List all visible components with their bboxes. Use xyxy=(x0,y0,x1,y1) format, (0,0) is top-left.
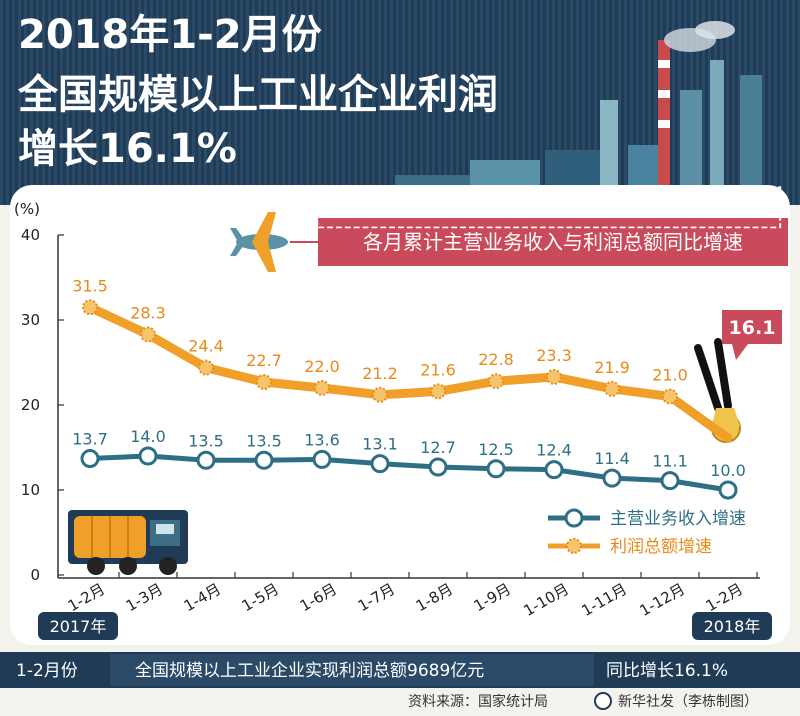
revenue-value-label: 12.7 xyxy=(420,438,456,457)
y-ticks: 0 10 20 30 40 xyxy=(21,226,64,584)
revenue-value-label: 13.5 xyxy=(246,431,282,450)
revenue-value-label: 13.7 xyxy=(72,430,108,449)
profit-value-label: 24.4 xyxy=(188,337,224,356)
profit-value-label: 21.2 xyxy=(362,364,398,383)
profit-value-label: 31.5 xyxy=(72,276,108,295)
value-labels: 13.7 14.0 13.5 13.5 13.6 13.1 12.7 12.5 12.4 11.4… xyxy=(72,276,746,480)
profit-value-label: 23.3 xyxy=(536,346,572,365)
y-tick-label: 30 xyxy=(21,311,40,329)
revenue-point xyxy=(718,480,738,500)
profit-line xyxy=(85,302,733,443)
revenue-point xyxy=(370,454,390,474)
series-revenue xyxy=(80,446,738,500)
source-text: 资料来源：国家统计局 xyxy=(408,693,548,710)
title-line-1: 2018年1-2月份 xyxy=(18,12,322,58)
airplane-icon xyxy=(230,212,318,272)
revenue-value-label: 13.6 xyxy=(304,430,340,449)
revenue-point xyxy=(544,460,564,480)
profit-value-label: 22.0 xyxy=(304,357,340,376)
profit-point xyxy=(430,383,446,400)
profit-point xyxy=(604,380,620,397)
header-title: 2018年1-2月份 全国规模以上工业企业利润 增长16.1% xyxy=(17,12,498,172)
legend-label-profit: 利润总额增速 xyxy=(610,537,712,557)
legend-item-revenue: 主营业务收入增速 xyxy=(548,508,746,529)
revenue-point xyxy=(80,449,100,469)
revenue-point xyxy=(428,457,448,477)
revenue-value-label: 13.5 xyxy=(188,431,224,450)
year-label-2017: 2017年 xyxy=(38,612,118,640)
revenue-point xyxy=(602,468,622,488)
profit-point xyxy=(256,374,272,391)
revenue-point xyxy=(312,449,332,469)
revenue-point xyxy=(660,471,680,491)
profit-point xyxy=(488,373,504,390)
year-label-2018: 2018年 xyxy=(692,612,772,640)
profit-point xyxy=(140,326,156,343)
revenue-point xyxy=(486,459,506,479)
title-line-2: 全国规模以上工业企业利润 xyxy=(17,72,498,118)
xinhua-logo-icon xyxy=(594,692,612,710)
legend-banner: 各月累计主营业务收入与利润总额同比增速 xyxy=(316,186,788,266)
profit-value-label: 22.8 xyxy=(478,350,514,369)
revenue-value-label: 12.4 xyxy=(536,441,572,460)
revenue-value-label: 11.1 xyxy=(652,452,688,471)
revenue-value-label: 11.4 xyxy=(594,449,630,468)
footer-bar: 1-2月份 全国规模以上工业企业实现利润总额9689亿元 同比增长16.1% xyxy=(0,652,800,688)
credit-text: 新华社发（李栋制图） xyxy=(618,693,758,710)
profit-value-label: 21.6 xyxy=(420,360,456,379)
title-line-3: 增长16.1% xyxy=(18,126,237,172)
footer-summary: 全国规模以上工业企业实现利润总额9689亿元 xyxy=(135,661,484,681)
revenue-line xyxy=(89,453,729,493)
y-tick-label: 40 xyxy=(21,226,40,244)
footer-growth: 同比增长16.1% xyxy=(606,661,728,681)
legend-item-profit: 利润总额增速 xyxy=(548,537,712,557)
banner-text: 各月累计主营业务收入与利润总额同比增速 xyxy=(363,230,743,254)
profit-point xyxy=(82,299,98,316)
y-tick-label: 10 xyxy=(21,481,40,499)
year-2017: 2017年 xyxy=(50,617,107,636)
profit-point xyxy=(314,380,330,396)
profit-value-label: 22.7 xyxy=(246,351,282,370)
profit-point xyxy=(198,359,214,376)
highlight-value: 16.1 xyxy=(729,317,776,339)
revenue-point xyxy=(196,450,216,470)
y-axis-unit: (%) xyxy=(14,200,40,218)
legend: 主营业务收入增速 利润总额增速 xyxy=(548,508,746,557)
revenue-point xyxy=(254,450,274,470)
profit-point xyxy=(546,368,562,385)
highlight-callout: 16.1 xyxy=(722,310,782,360)
revenue-value-label: 12.5 xyxy=(478,440,514,459)
profit-point xyxy=(662,388,678,405)
series-profit xyxy=(82,299,733,443)
tanker-truck-icon xyxy=(68,510,188,575)
footer-period: 1-2月份 xyxy=(16,661,78,681)
profit-value-label: 21.0 xyxy=(652,366,688,385)
legend-label-revenue: 主营业务收入增速 xyxy=(610,509,746,529)
revenue-point xyxy=(138,446,158,466)
y-tick-label: 0 xyxy=(30,566,40,584)
chart-panel xyxy=(10,185,790,645)
pliers-icon xyxy=(694,338,741,443)
revenue-value-label: 10.0 xyxy=(710,461,746,480)
profit-value-label: 21.9 xyxy=(594,358,630,377)
year-2018: 2018年 xyxy=(704,617,761,636)
profit-point xyxy=(372,386,388,403)
revenue-value-label: 13.1 xyxy=(362,435,398,454)
profit-value-label: 28.3 xyxy=(130,303,166,322)
y-tick-label: 20 xyxy=(21,396,40,414)
revenue-value-label: 14.0 xyxy=(130,427,166,446)
source-line: 资料来源：国家统计局 新华社发（李栋制图） xyxy=(408,692,758,710)
